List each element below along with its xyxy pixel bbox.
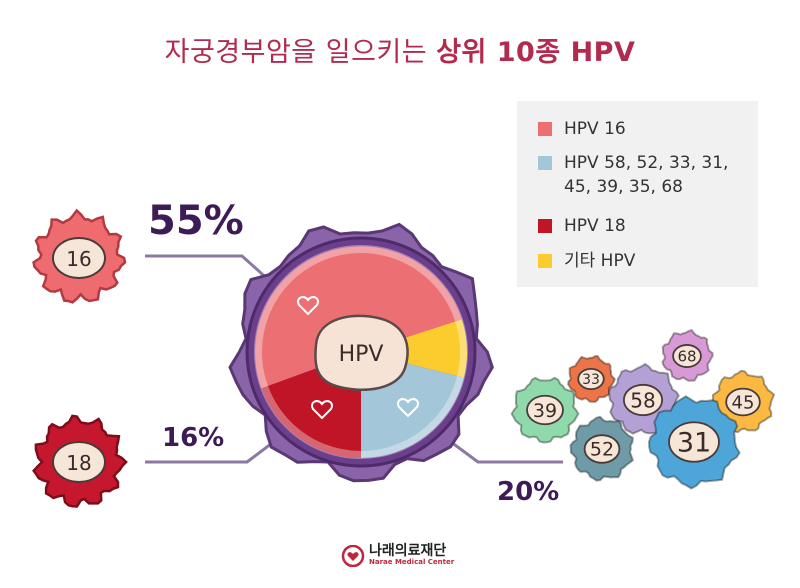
legend-label: HPV 16 bbox=[564, 119, 626, 139]
heart-icons bbox=[297, 296, 419, 420]
legend-item: HPV 16 bbox=[538, 117, 626, 141]
cell-hpv18-label: 18 bbox=[66, 451, 91, 475]
heart-icon bbox=[311, 400, 333, 420]
legend-item: HPV 58, 52, 33, 31, 45, 39, 35, 68 bbox=[538, 151, 728, 199]
cluster-cell-label: 39 bbox=[533, 400, 557, 422]
logo: 나래의료재단 Narae Medical Center bbox=[341, 544, 454, 567]
heart-icon bbox=[397, 398, 419, 418]
heart-icon bbox=[297, 296, 319, 316]
cluster-cell-45: 45 bbox=[711, 369, 776, 434]
legend-item: 기타 HPV bbox=[538, 249, 635, 273]
pie-center-label: HPV bbox=[339, 342, 384, 367]
cell-hpv16: 16 bbox=[32, 208, 127, 304]
legend-swatch bbox=[538, 156, 552, 170]
cluster-cell-label: 68 bbox=[677, 347, 696, 365]
cluster-cell-52: 52 bbox=[569, 415, 635, 482]
cluster-cell-label: 58 bbox=[630, 388, 655, 412]
page-title: 자궁경부암을 일으키는 상위 10종 HPV bbox=[164, 37, 636, 68]
cell-hpv18: 18 bbox=[32, 414, 128, 508]
heart-logo-icon bbox=[341, 544, 365, 567]
legend-item: HPV 18 bbox=[538, 214, 626, 238]
cluster-cell-68: 68 bbox=[661, 328, 714, 382]
legend-label: 기타 HPV bbox=[564, 251, 636, 271]
cluster-cell-nucleus bbox=[577, 367, 605, 391]
pie-center-nucleus bbox=[314, 314, 409, 392]
pct-label-20: 20% bbox=[497, 477, 560, 507]
cluster-cell-label: 52 bbox=[590, 439, 614, 461]
legend-swatch bbox=[538, 254, 552, 268]
cluster-cell-33: 33 bbox=[567, 355, 616, 404]
cluster-cell-nucleus bbox=[526, 394, 564, 426]
cluster-cell-label: 33 bbox=[582, 372, 600, 388]
logo-name: 나래의료재단 bbox=[369, 543, 447, 559]
pct-label-55: 55% bbox=[148, 198, 244, 244]
cluster-cell-nucleus bbox=[622, 383, 664, 417]
cell-hpv16-label: 16 bbox=[66, 247, 91, 271]
cluster-cell-nucleus bbox=[583, 434, 621, 464]
logo-sub: Narae Medical Center bbox=[369, 558, 455, 566]
cluster-cell-nucleus bbox=[668, 421, 720, 463]
cluster-cell-label: 45 bbox=[732, 392, 755, 413]
legend-label: HPV 18 bbox=[564, 216, 626, 236]
cluster-cell-nucleus bbox=[725, 387, 761, 417]
virus-pie: HPV bbox=[228, 222, 494, 483]
legend-swatch bbox=[538, 122, 552, 136]
cluster-cell-nucleus bbox=[672, 344, 702, 368]
pct-label-16: 16% bbox=[162, 423, 225, 453]
cluster-cells: 39 33 68 58 45 52 31 bbox=[510, 328, 776, 490]
cluster-cell-39: 39 bbox=[510, 376, 580, 444]
cluster-cell-label: 31 bbox=[677, 427, 711, 458]
legend: HPV 16 HPV 58, 52, 33, 31, 45, 39, 35, 6… bbox=[517, 101, 758, 287]
legend-label: HPV 58, 52, 33, 31, 45, 39, 35, 68 bbox=[564, 153, 729, 197]
cluster-cell-31: 31 bbox=[647, 395, 741, 490]
legend-swatch bbox=[538, 219, 552, 233]
pie-slice bbox=[361, 319, 468, 378]
